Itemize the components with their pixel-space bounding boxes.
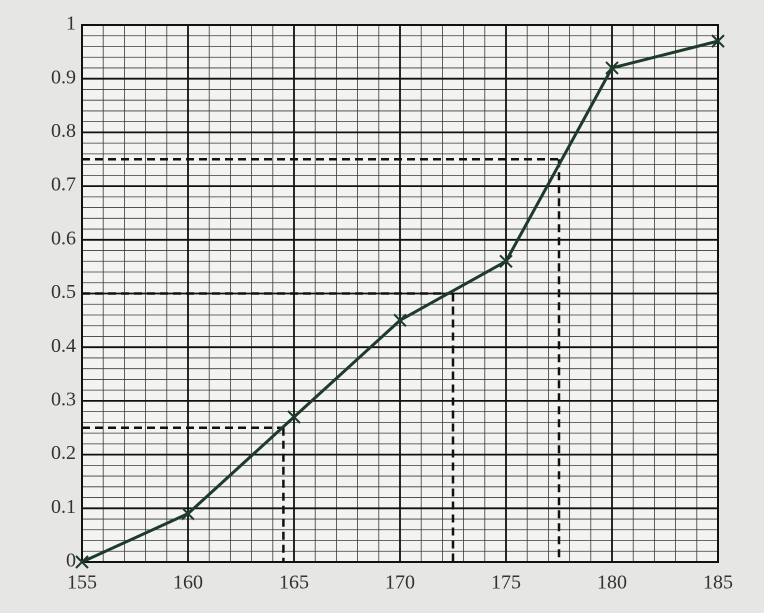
- y-tick-label: 1: [66, 13, 76, 35]
- marker: [287, 410, 301, 424]
- x-tick-label: 165: [279, 572, 309, 594]
- x-tick-label: 175: [491, 572, 521, 594]
- y-tick-label: 0.8: [51, 120, 76, 142]
- y-tick-label: 0.1: [51, 496, 76, 518]
- x-tick-label: 160: [173, 572, 203, 594]
- x-tick-label: 180: [597, 572, 627, 594]
- y-tick-label: 0.2: [51, 442, 76, 464]
- y-tick-label: 0.5: [51, 281, 76, 303]
- marker: [605, 61, 619, 75]
- marker: [181, 506, 195, 521]
- y-tick-label: 0.4: [51, 335, 76, 357]
- marker: [711, 34, 725, 48]
- y-tick-label: 0.6: [51, 227, 76, 249]
- y-tick-label: 0: [66, 550, 76, 572]
- x-tick-label: 170: [385, 572, 415, 594]
- marker: [75, 555, 89, 569]
- y-tick-label: 0.3: [51, 388, 76, 410]
- x-tick-label: 155: [67, 572, 97, 594]
- y-tick-label: 0.9: [51, 66, 76, 88]
- x-tick-label: 185: [703, 572, 733, 594]
- y-tick-label: 0.7: [51, 174, 76, 196]
- marker: [393, 313, 407, 328]
- marker: [499, 254, 513, 268]
